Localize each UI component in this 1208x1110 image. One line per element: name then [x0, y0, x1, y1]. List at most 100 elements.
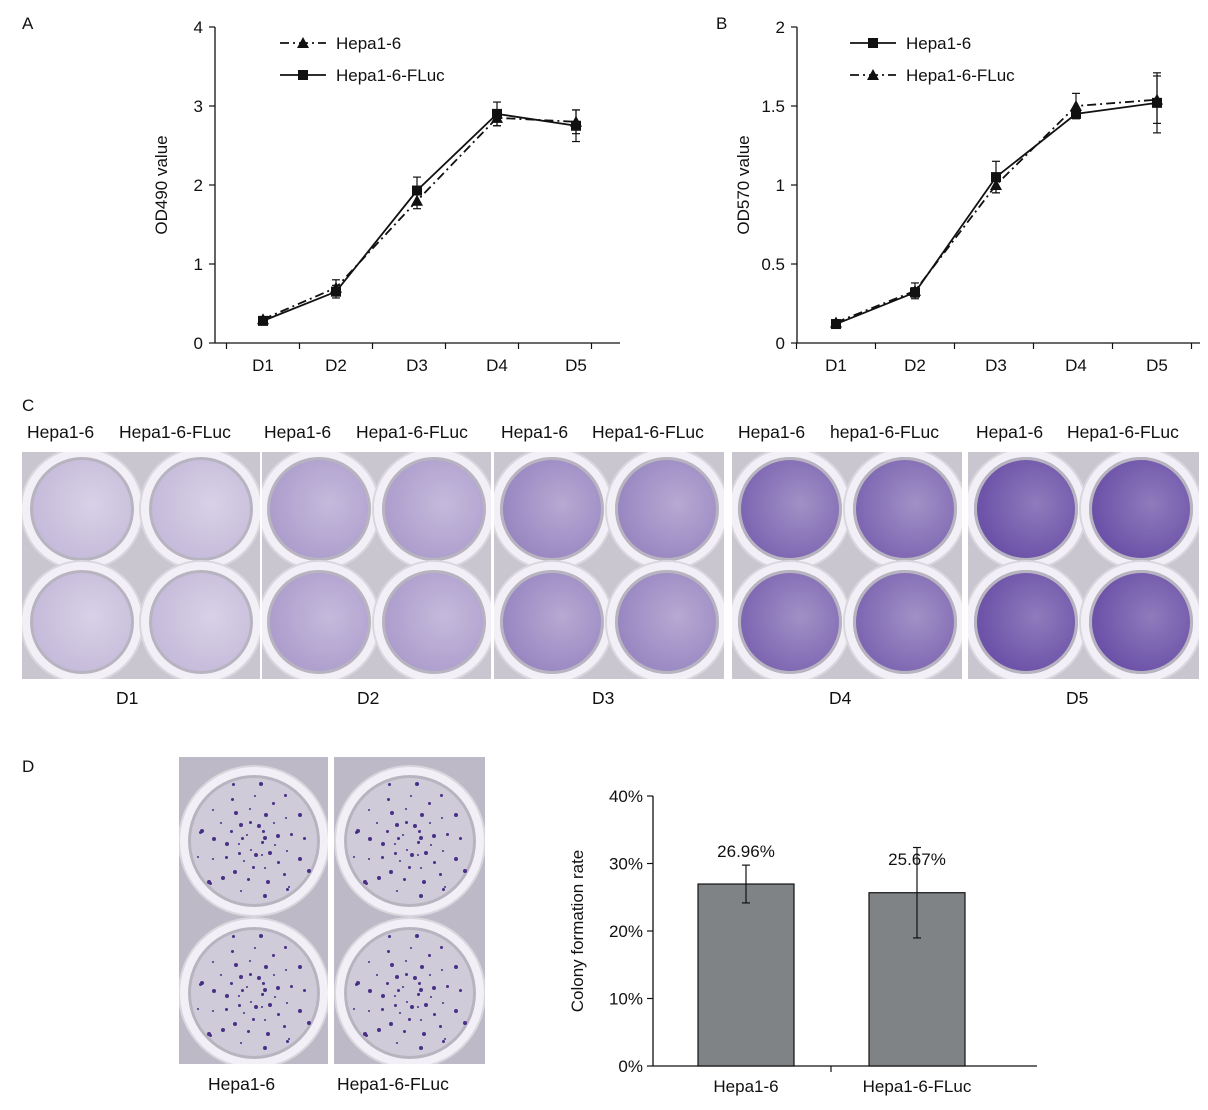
culture-plate-photo — [732, 452, 962, 679]
colony-dot — [410, 1004, 415, 1009]
colony-dot — [368, 809, 371, 812]
colony-dot — [386, 949, 390, 953]
colony-dot — [421, 880, 426, 885]
colony-dot — [380, 842, 385, 847]
colony-dot — [394, 823, 399, 828]
plate-well — [22, 452, 142, 569]
colony-dot — [362, 880, 367, 885]
colony-dot — [289, 832, 293, 836]
colony-dot — [258, 782, 263, 787]
plate-well — [140, 452, 260, 569]
chart-d-y-axis-label: Colony formation rate — [568, 850, 587, 1013]
colony-dot — [276, 985, 281, 990]
colony-dot — [433, 1012, 437, 1016]
chart-d-y-tick-label: 30% — [609, 855, 643, 874]
colony-dot — [233, 869, 238, 874]
colony-dot — [405, 973, 409, 977]
plate-well — [968, 562, 1086, 679]
colony-dot — [389, 869, 394, 874]
colony-dot — [271, 802, 275, 806]
chart-b-y-tick-label: 1 — [776, 176, 785, 195]
colony-dot — [405, 808, 408, 811]
chart-b-legend-label: Hepa1-6 — [906, 34, 971, 53]
colony-dot — [417, 934, 420, 937]
chart-b-series-1-point — [830, 316, 842, 328]
colony-dot — [246, 833, 249, 836]
colony-dot — [242, 860, 245, 863]
chart-d-y-tick-label: 0% — [618, 1057, 643, 1076]
chart-b-legend-marker — [867, 69, 879, 80]
chart-d-y-tick-label: 20% — [609, 922, 643, 941]
colony-dot — [262, 982, 266, 986]
colony-dot — [288, 1038, 291, 1041]
chart-b-y-axis-label: OD570 value — [734, 135, 753, 234]
colony-dot — [402, 833, 405, 836]
plate-column-label: Hepa1-6 — [738, 422, 806, 442]
colony-dot — [265, 880, 270, 885]
colony-dot — [418, 982, 422, 986]
chart-a-x-tick-label: D3 — [406, 356, 428, 375]
chart-a-legend-label: Hepa1-6 — [336, 34, 401, 53]
colony-dot — [224, 842, 229, 847]
plate-column-label: Hepa1-6 — [27, 422, 95, 442]
colony-dot — [405, 960, 408, 963]
plate-column-label: Hepa1-6 — [501, 422, 569, 442]
colony-dot — [240, 1042, 243, 1045]
colony-dot — [261, 782, 264, 785]
plate-well — [606, 452, 724, 569]
plate-well — [732, 562, 850, 679]
chart-d-data-label: 25.67% — [888, 850, 946, 869]
colony-dot — [419, 812, 424, 817]
colony-dot — [381, 1007, 385, 1011]
chart-a-series-1-point — [331, 286, 341, 297]
colony-dot — [390, 962, 395, 967]
chart-b-y-tick-label: 1.5 — [761, 97, 785, 116]
colony-dot — [253, 795, 256, 797]
panel-label-c: C — [22, 396, 35, 415]
colony-dot — [417, 853, 419, 856]
colony-dot — [432, 833, 437, 838]
colony-dot — [442, 849, 445, 852]
colony-dot — [385, 830, 389, 833]
chart-b-series-1-point — [909, 284, 921, 296]
colony-dot — [444, 1038, 447, 1041]
panel-label-b: B — [716, 14, 728, 33]
chart-a-y-tick-label: 3 — [194, 97, 203, 116]
colony-dot — [298, 964, 303, 969]
colony-dot — [253, 947, 256, 949]
colony-dot — [274, 995, 277, 998]
colony-dot — [439, 1025, 443, 1029]
colony-dot — [298, 812, 303, 817]
plate-well — [1081, 562, 1199, 679]
colony-dot — [237, 995, 240, 998]
colony-dot — [402, 985, 405, 988]
chart-b-y-tick-label: 0.5 — [761, 255, 785, 274]
panel-label-d: D — [22, 757, 35, 776]
colony-dot — [285, 816, 288, 819]
colony-dot — [230, 949, 234, 953]
colony-dot — [261, 934, 264, 937]
plate-well — [732, 452, 850, 569]
colony-dot — [233, 1021, 238, 1026]
plate-well — [844, 452, 962, 569]
colony-dot — [430, 843, 433, 846]
colony-dot — [385, 982, 389, 985]
chart-a-series-1-line — [262, 112, 577, 322]
colony-dot — [252, 865, 256, 869]
colony-dot — [398, 1012, 401, 1015]
colony-dot — [283, 793, 287, 797]
colony-dot — [406, 849, 409, 852]
colony-dot — [225, 1007, 229, 1011]
colony-plate-photo — [334, 757, 485, 1064]
colony-dot — [414, 782, 419, 787]
colony-dot — [397, 989, 401, 993]
chart-a-series-1-point — [571, 120, 581, 131]
colony-dot — [453, 857, 458, 862]
chart-a-series-1-point — [258, 315, 268, 326]
plate-well — [968, 452, 1086, 569]
colony-dot — [254, 852, 259, 857]
colony-dot — [414, 934, 419, 939]
colony-dot — [237, 851, 241, 855]
colony-dot — [421, 1032, 426, 1037]
